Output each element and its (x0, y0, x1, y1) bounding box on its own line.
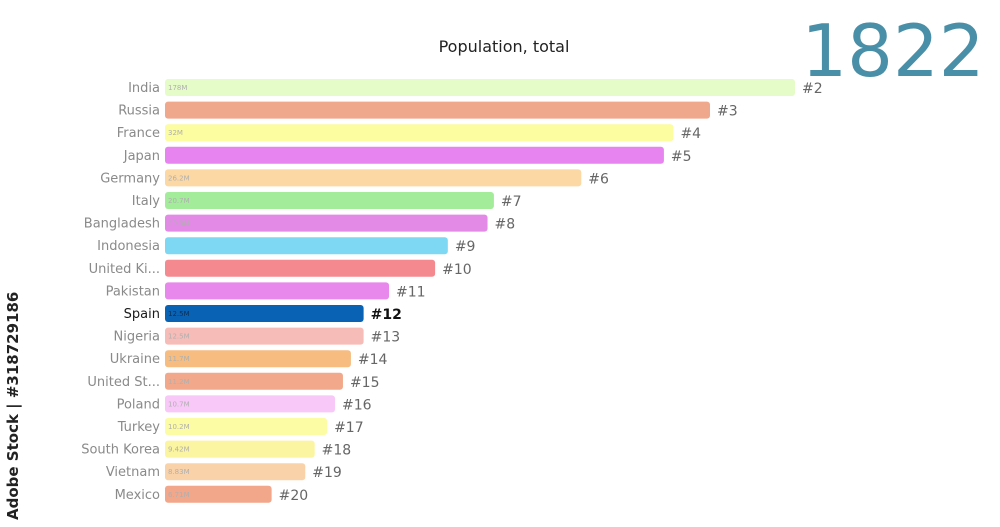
rank-label: #9 (455, 239, 476, 255)
category-label: South Korea (81, 443, 160, 458)
value-label: 6.71M (168, 491, 190, 499)
rank-label: #4 (680, 126, 701, 142)
category-label: India (128, 81, 160, 96)
rank-label: #11 (396, 284, 426, 300)
rank-label: #14 (358, 352, 388, 368)
year-label: 1822 (801, 9, 984, 93)
value-label: 10.7M (168, 400, 190, 408)
value-label: 12.5M (168, 310, 190, 318)
category-label: Bangladesh (84, 217, 160, 232)
category-label: Turkey (117, 420, 161, 435)
bar-13 (165, 372, 343, 390)
category-label: Nigeria (113, 330, 160, 345)
rank-label: #13 (371, 330, 401, 346)
value-label: 12.5M (168, 333, 190, 341)
bar-0 (165, 79, 795, 96)
category-label: United Ki... (89, 262, 160, 277)
category-label: Russia (118, 104, 160, 119)
category-label: Mexico (115, 488, 160, 503)
category-label: Italy (132, 194, 161, 209)
value-label: 11.7M (168, 355, 190, 363)
bar-4 (165, 169, 582, 187)
rank-label: #18 (322, 443, 352, 459)
value-label: 20.7M (168, 197, 190, 205)
value-label: 11.2M (168, 378, 190, 386)
rank-label: #19 (312, 465, 342, 481)
category-label: Japan (123, 149, 160, 164)
rank-label: #16 (342, 397, 372, 413)
bars-group: India 178M #2 Russia #3 France 32M #4 Japan #5 Ger… (81, 79, 823, 504)
bar-2 (165, 124, 674, 142)
value-label: 9.42M (168, 446, 190, 454)
chart-title: Population, total (439, 37, 570, 56)
category-label: Germany (100, 171, 160, 186)
bar-1 (165, 101, 710, 119)
category-label: United St... (87, 375, 160, 390)
value-label: 178M (168, 84, 187, 92)
rank-label: #15 (350, 375, 380, 391)
category-label: Ukraine (110, 352, 160, 367)
watermark: Adobe Stock | #318729186 (4, 291, 22, 520)
bar-9 (165, 282, 390, 300)
rank-label: #2 (802, 81, 823, 97)
rank-label: #8 (495, 217, 516, 233)
bar-16 (165, 440, 315, 458)
category-label: Poland (117, 397, 160, 412)
category-label: Vietnam (106, 465, 160, 480)
category-label: Spain (124, 307, 160, 322)
category-label: Pakistan (106, 284, 160, 299)
rank-label: #7 (501, 194, 522, 210)
value-label: 32M (168, 129, 183, 137)
bar-8 (165, 259, 436, 277)
value-label: 8.83M (168, 468, 190, 476)
bar-14 (165, 395, 336, 413)
bar-3 (165, 146, 664, 164)
rank-label: #5 (671, 149, 692, 165)
rank-label: #6 (588, 171, 609, 187)
rank-label: #12 (371, 307, 402, 323)
bar-17 (165, 463, 306, 481)
bar-18 (165, 485, 272, 503)
bar-15 (165, 418, 328, 435)
value-label: 10.2M (168, 423, 190, 431)
bar-6 (165, 214, 488, 232)
bar-12 (165, 350, 351, 368)
rank-label: #3 (717, 104, 738, 120)
rank-label: #17 (334, 420, 364, 436)
bar-5 (165, 192, 494, 209)
value-label: 26.2M (168, 174, 190, 182)
category-label: Indonesia (97, 239, 160, 254)
rank-label: #20 (279, 488, 309, 504)
bar-11 (165, 327, 364, 345)
value-label: 20.3M (168, 220, 190, 228)
rank-label: #10 (442, 262, 472, 278)
bar-10 (165, 305, 364, 322)
category-label: France (117, 126, 160, 141)
bar-7 (165, 237, 448, 255)
